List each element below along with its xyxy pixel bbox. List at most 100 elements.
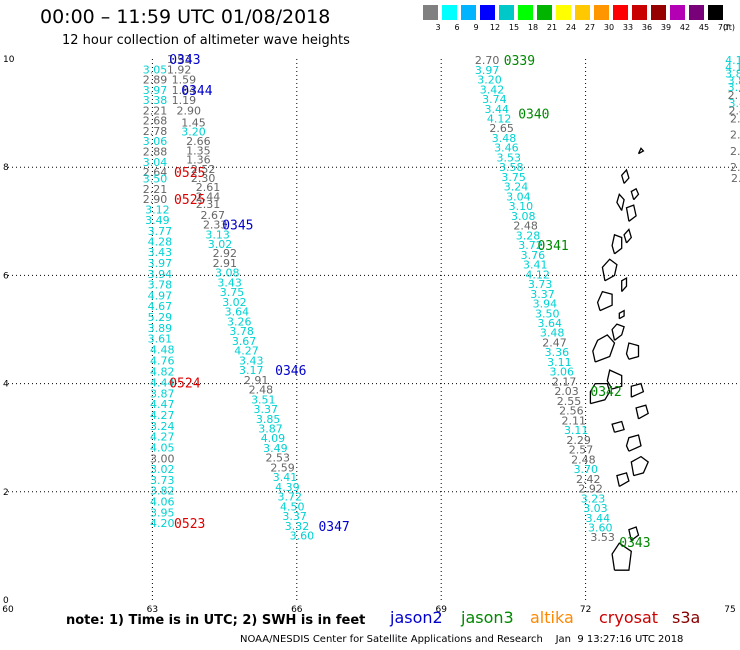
pass-time-label: 0344 [181, 84, 212, 99]
wave-height-value: 3.42 [480, 83, 505, 96]
time-labels: 0343 0344 0525 0525 0345 0346 0524 0347 0523 0339… [169, 53, 650, 551]
color-scale-legend: 3 6 9 12 15 18 21 24 27 30 33 36 39 42 45 70 (ft) [420, 5, 738, 35]
wave-height-value: 4.50 [280, 500, 305, 513]
wave-height-value: 3.97 [148, 257, 173, 270]
scale-label: 18 [527, 23, 539, 32]
wave-height-value: 3.35 [728, 81, 740, 94]
wave-height-value: 3.23 [581, 492, 606, 505]
wave-height-value: 1.45 [181, 116, 206, 129]
wave-height-value: 3.46 [494, 142, 519, 155]
wave-height-value: 3.37 [253, 403, 277, 416]
coastline-segment [635, 404, 649, 420]
wave-height-value: 2.29 [566, 434, 591, 447]
wave-height-value: 1.92 [167, 63, 192, 76]
scale-label: 12 [489, 23, 501, 32]
wave-height-value: 3.05 [143, 63, 168, 76]
wave-height-value: 3.60 [588, 522, 613, 535]
wave-height-value: 3.43 [148, 246, 173, 259]
wave-height-value: 2.56 [559, 405, 584, 418]
scale-label: 70 [717, 23, 729, 32]
scale-label: 39 [660, 23, 672, 32]
chart-subtitle: 12 hour collection of altimeter wave hei… [62, 33, 350, 48]
wave-height-value: 4.27 [234, 345, 259, 358]
wave-height-value: 2.47 [542, 336, 567, 349]
scale-swatch [423, 5, 438, 20]
wave-height-value: 4.12 [487, 113, 512, 126]
wave-height-value: 3.37 [282, 510, 307, 523]
wave-height-value: 3.38 [143, 94, 168, 107]
wave-height-value: 2.64 [143, 166, 168, 179]
pass-time-label: 0340 [518, 108, 549, 123]
scale-label: 30 [603, 23, 615, 32]
wave-height-value: 3.70 [574, 463, 599, 476]
x-tick-label: 75 [724, 605, 735, 615]
wave-height-value: 4.76 [150, 354, 175, 367]
legend-s3a: s3a [672, 608, 701, 627]
x-tick-label: 69 [435, 605, 447, 615]
wave-height-value: 2.65 [489, 122, 514, 135]
wave-height-value: 4.05 [150, 441, 175, 454]
wave-height-value: 3.95 [150, 506, 175, 519]
wave-height-value: 4.97 [148, 289, 173, 302]
wave-height-value: 5.29 [148, 311, 173, 324]
wave-height-value: 2.48 [571, 453, 596, 466]
coastline-segment [611, 323, 625, 341]
wave-height-value: 2.48 [730, 161, 740, 174]
coastline-segment [630, 187, 640, 201]
wave-height-value: 3.43 [217, 276, 242, 289]
coastline-segment [611, 420, 625, 433]
wave-height-value: 3.04 [506, 190, 531, 203]
coastline-segment [628, 526, 640, 542]
wave-height-value: 3.00 [150, 452, 175, 465]
wave-height-value: 3.20 [477, 74, 502, 87]
wave-height-value: 2.52 [191, 163, 216, 176]
scale-unit-label: (ft) [722, 23, 736, 32]
coastline-segment [630, 455, 650, 477]
wave-height-value: 3.82 [150, 485, 175, 498]
scale-swatch [613, 5, 628, 20]
wave-height-value: 3.74 [482, 93, 507, 106]
wave-height-value: 3.48 [492, 132, 517, 145]
scale-swatch [689, 5, 704, 20]
wave-height-value: 3.02 [208, 238, 233, 251]
wave-height-value: 2.46 [729, 104, 740, 117]
pass-time-label: 0347 [318, 520, 349, 535]
coastline-segment [616, 192, 625, 211]
wave-height-value: 3.72 [278, 491, 303, 504]
wave-height-value: 3.44 [586, 512, 611, 525]
wave-height-value: 3.08 [511, 210, 536, 223]
wave-height-value: 3.41 [273, 471, 298, 484]
wave-height-value: 2.47 [730, 145, 740, 158]
wave-height-value: 3.28 [516, 229, 541, 242]
wave-height-value: 3.11 [547, 356, 572, 369]
wave-height-value: 2.70 [475, 54, 500, 67]
wave-height-value: 3.75 [501, 171, 526, 184]
coastline-segment [621, 276, 628, 293]
wave-height-value: 2.33 [203, 219, 228, 232]
wave-height-value: 3.50 [535, 307, 560, 320]
scale-swatch [651, 5, 666, 20]
coastline-segment [637, 147, 645, 155]
wave-height-value: 2.53 [266, 452, 291, 465]
wave-height-value: 3.94 [533, 298, 558, 311]
wave-height-value: 4.16 [725, 54, 740, 67]
scale-swatch [556, 5, 571, 20]
pass-time-label: 0525 [174, 166, 205, 181]
wave-height-value: 3.58 [499, 161, 523, 174]
wave-height-value: 3.03 [583, 502, 608, 515]
scale-label: 6 [454, 23, 460, 32]
footer-note: note: 1) Time is in UTC; 2) SWH is in fe… [66, 613, 366, 628]
coastline-segment [589, 382, 611, 405]
wave-height-value: 3.77 [148, 225, 173, 238]
coastline-segment [611, 233, 623, 255]
scale-label: 42 [679, 23, 691, 32]
wave-height-value: 1.35 [186, 144, 211, 157]
wave-height-value: 2.17 [552, 375, 577, 388]
coastline-segment [618, 309, 625, 320]
scale-label: 27 [584, 23, 596, 32]
scale-swatch [499, 5, 514, 20]
wave-height-value: 3.76 [521, 249, 546, 262]
wave-height-value: 3.43 [239, 354, 263, 367]
wave-height-value: 4.48 [150, 344, 175, 357]
wave-height-value: 2.66 [186, 135, 211, 148]
